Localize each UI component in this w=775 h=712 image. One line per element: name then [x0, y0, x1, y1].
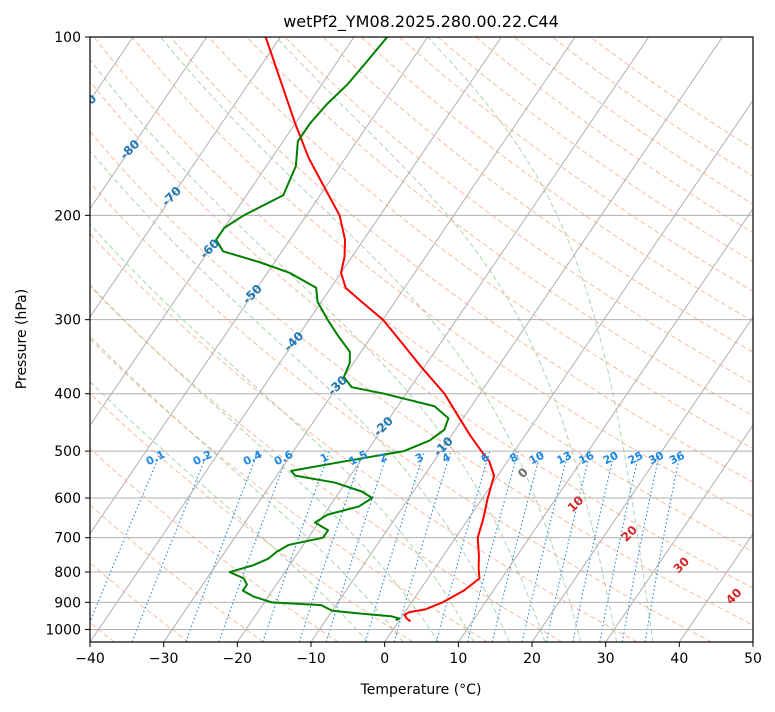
x-tick-label: −30 — [149, 651, 179, 667]
y-axis-label: Pressure (hPa) — [14, 289, 30, 389]
mixing-ratio-line — [218, 450, 290, 642]
x-axis-ticks: −40 −30 −20 −10 0 10 20 30 40 50 — [75, 642, 762, 667]
dry-adiabat-line — [90, 80, 753, 589]
y-tick-label: 400 — [54, 387, 81, 403]
profile-series — [215, 37, 496, 623]
dry-adiabat-line — [170, 37, 753, 483]
isotherm-line — [678, 532, 753, 642]
mixing-ratio-line — [262, 450, 331, 642]
mixing-ratio-label: 25 — [626, 449, 646, 468]
x-tick-label: −20 — [223, 651, 253, 667]
mixing-ratio-lines — [90, 450, 682, 642]
x-tick-label: 10 — [449, 651, 467, 667]
isotherm-line — [531, 316, 753, 642]
dry-adiabat-line — [90, 233, 638, 642]
moist-adiabat-line — [275, 37, 618, 642]
mixing-ratio-label: 20 — [601, 449, 621, 468]
moist-adiabat-line — [90, 284, 439, 642]
moist-adiabat-line — [90, 335, 404, 642]
dewpoint-profile-line — [215, 37, 450, 622]
dry-adiabats — [90, 37, 753, 642]
y-tick-label: 200 — [54, 208, 81, 224]
mixing-ratio-label: 13 — [554, 449, 574, 468]
mixing-ratio-line — [185, 450, 259, 642]
dry-adiabat-line — [284, 37, 753, 385]
dry-adiabat-line — [90, 130, 753, 626]
mixing-ratio-line — [90, 450, 162, 624]
y-tick-label: 300 — [54, 313, 81, 329]
mixing-ratio-line — [364, 450, 425, 642]
x-tick-label: 30 — [597, 651, 615, 667]
dry-adiabat-line — [90, 392, 414, 642]
dry-adiabat-line — [90, 285, 563, 642]
dry-adiabat-line — [90, 181, 712, 642]
y-tick-label: 500 — [54, 444, 81, 460]
isotherm-line — [90, 37, 355, 427]
mixing-ratio-label: 36 — [667, 449, 687, 468]
mixing-ratio-line — [298, 450, 364, 642]
dry-adiabat-line — [93, 37, 753, 553]
x-tick-label: −10 — [296, 651, 326, 667]
mixing-ratio-line — [521, 450, 569, 642]
y-tick-label: 900 — [54, 595, 81, 611]
mixing-ratio-line — [435, 450, 491, 642]
isotherm-line — [163, 37, 576, 642]
isotherm-line — [605, 424, 753, 642]
isotherm-line — [90, 37, 502, 642]
y-axis-ticks: 100 200 300 400 500 600 700 800 900 1000 — [45, 30, 90, 638]
isotherm-line — [90, 37, 208, 210]
dry-adiabat-line — [90, 562, 190, 642]
isotherm-line — [457, 207, 753, 642]
x-tick-label: 0 — [380, 651, 389, 667]
moist-adiabat-line — [160, 37, 582, 642]
moist-adiabat-line — [90, 58, 546, 642]
y-tick-label: 700 — [54, 531, 81, 547]
mixing-ratio-line — [325, 450, 389, 642]
dry-adiabat-line — [399, 37, 753, 292]
x-tick-label: −40 — [75, 651, 105, 667]
mixing-ratio-label: 10 — [527, 449, 547, 468]
moist-adiabat-line — [90, 380, 369, 642]
mixing-ratio-line — [466, 450, 519, 642]
y-tick-label: 800 — [54, 565, 81, 581]
dry-adiabat-line — [246, 37, 753, 417]
moist-adiabat-line — [427, 37, 654, 642]
isotherm-line — [90, 37, 281, 318]
isotherm-line — [90, 37, 429, 535]
x-tick-label: 20 — [523, 651, 541, 667]
isotherm-label: -90 — [74, 92, 99, 117]
mixing-ratio-line — [131, 450, 209, 642]
dry-adiabat-line — [131, 37, 753, 518]
y-tick-label: 600 — [54, 491, 81, 507]
temperature-profile-line — [264, 37, 496, 623]
x-axis-label: Temperature (°C) — [360, 682, 482, 698]
mixing-ratio-label: 30 — [646, 449, 666, 468]
pressure-gridlines — [90, 37, 753, 630]
x-tick-label: 40 — [670, 651, 688, 667]
x-tick-label: 50 — [744, 651, 762, 667]
y-tick-label: 100 — [54, 30, 81, 46]
mixing-ratio-label: 16 — [577, 449, 597, 468]
mixing-ratio-line — [545, 450, 592, 642]
plot-frame — [89, 36, 754, 643]
chart-title: wetPf2_YM08.2025.280.00.22.C44 — [283, 12, 559, 32]
isotherm-line — [310, 37, 723, 642]
dry-adiabat-line — [90, 338, 488, 642]
y-tick-label: 1000 — [45, 622, 81, 638]
isotherm-line — [384, 99, 753, 642]
